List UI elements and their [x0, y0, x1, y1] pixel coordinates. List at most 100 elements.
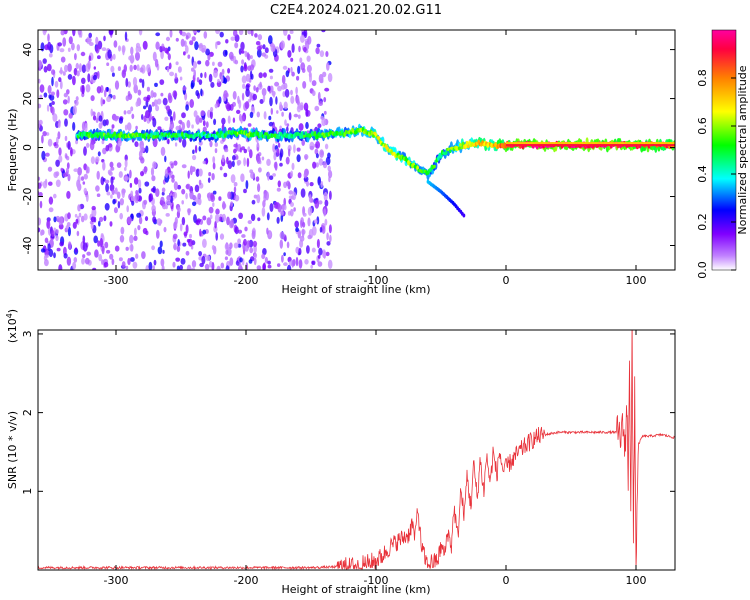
noise-speckle — [194, 41, 199, 51]
noise-speckle — [177, 239, 180, 247]
noise-speckle — [262, 262, 266, 270]
noise-speckle — [143, 166, 148, 173]
x-tick-label: 0 — [503, 274, 510, 287]
noise-speckle — [183, 51, 186, 56]
noise-speckle — [104, 179, 110, 184]
noise-speckle — [315, 153, 319, 159]
noise-speckle — [125, 95, 130, 102]
ridge-band — [642, 144, 644, 147]
noise-speckle — [291, 162, 295, 171]
noise-speckle — [253, 257, 257, 266]
noise-speckle — [175, 37, 179, 42]
noise-speckle — [317, 91, 321, 101]
noise-speckle — [156, 98, 162, 105]
noise-speckle — [76, 70, 80, 77]
noise-speckle — [67, 173, 71, 182]
ridge-band — [508, 142, 510, 145]
noise-speckle — [310, 264, 314, 269]
ridge-band — [577, 144, 579, 147]
noise-speckle — [291, 43, 295, 53]
noise-speckle — [270, 85, 274, 93]
noise-speckle — [142, 40, 148, 50]
ridge-band — [540, 142, 542, 145]
noise-speckle — [245, 88, 250, 97]
noise-speckle — [208, 206, 214, 214]
noise-speckle — [258, 167, 262, 173]
ridge-band — [529, 142, 532, 145]
noise-speckle — [142, 227, 148, 235]
noise-speckle — [268, 68, 274, 73]
noise-speckle — [303, 171, 308, 179]
noise-speckle — [185, 45, 189, 54]
ridge-band — [606, 144, 609, 147]
noise-speckle — [323, 97, 327, 103]
ridge-band — [525, 142, 527, 145]
noise-speckle — [170, 163, 174, 169]
noise-speckle — [269, 75, 273, 80]
noise-speckle — [75, 96, 79, 102]
noise-speckle — [322, 161, 328, 169]
noise-speckle — [182, 138, 187, 148]
ridge-band — [586, 144, 588, 147]
noise-speckle — [181, 122, 185, 131]
colorbar-gradient — [711, 29, 737, 271]
noise-speckle — [101, 259, 104, 265]
ridge-band — [619, 144, 621, 147]
ridge-band — [668, 144, 670, 147]
noise-speckle — [121, 69, 127, 79]
noise-speckle — [268, 121, 274, 127]
noise-speckle — [282, 65, 288, 70]
noise-speckle — [112, 53, 116, 60]
noise-speckle — [185, 104, 189, 111]
noise-speckle — [256, 111, 260, 118]
noise-speckle — [150, 90, 154, 99]
noise-speckle — [231, 160, 235, 168]
noise-speckle — [324, 87, 330, 92]
noise-speckle — [55, 136, 59, 145]
noise-speckle — [204, 71, 207, 79]
noise-speckle — [233, 143, 238, 148]
noise-speckle — [251, 73, 254, 80]
noise-speckle — [108, 171, 113, 177]
noise-speckle — [135, 101, 139, 107]
noise-speckle — [141, 78, 145, 89]
ridge-core — [460, 146, 464, 150]
noise-speckle — [39, 94, 43, 100]
ridge-band — [604, 142, 606, 145]
noise-speckle — [223, 77, 228, 84]
noise-speckle — [66, 256, 72, 266]
noise-speckle — [213, 118, 217, 126]
noise-speckle — [51, 101, 55, 105]
noise-speckle — [163, 226, 167, 233]
noise-speckle — [126, 205, 129, 213]
ridge-band — [547, 142, 549, 145]
noise-speckle — [90, 216, 95, 223]
noise-speckle — [220, 262, 225, 269]
noise-speckle — [123, 110, 127, 115]
noise-speckle — [300, 34, 305, 43]
noise-speckle — [106, 96, 112, 103]
noise-speckle — [113, 40, 118, 48]
noise-speckle — [55, 171, 60, 177]
noise-speckle — [210, 81, 215, 88]
noise-speckle — [276, 187, 281, 192]
noise-speckle — [227, 115, 231, 124]
noise-speckle — [318, 158, 324, 166]
noise-speckle — [202, 120, 206, 127]
ridge-band — [602, 142, 604, 145]
snr-x-axis-label: Height of straight line (km) — [281, 583, 430, 596]
noise-speckle — [143, 105, 147, 110]
noise-speckle — [317, 254, 321, 259]
noise-speckle — [86, 142, 90, 148]
noise-speckle — [200, 88, 203, 97]
noise-speckle — [51, 106, 55, 116]
noise-speckle — [228, 51, 234, 60]
noise-speckle — [175, 257, 181, 262]
noise-speckle — [202, 238, 207, 248]
noise-speckle — [181, 31, 187, 37]
noise-speckle — [249, 91, 252, 101]
ridge-band — [665, 142, 667, 145]
noise-speckle — [256, 265, 262, 270]
ridge-band — [535, 144, 537, 147]
